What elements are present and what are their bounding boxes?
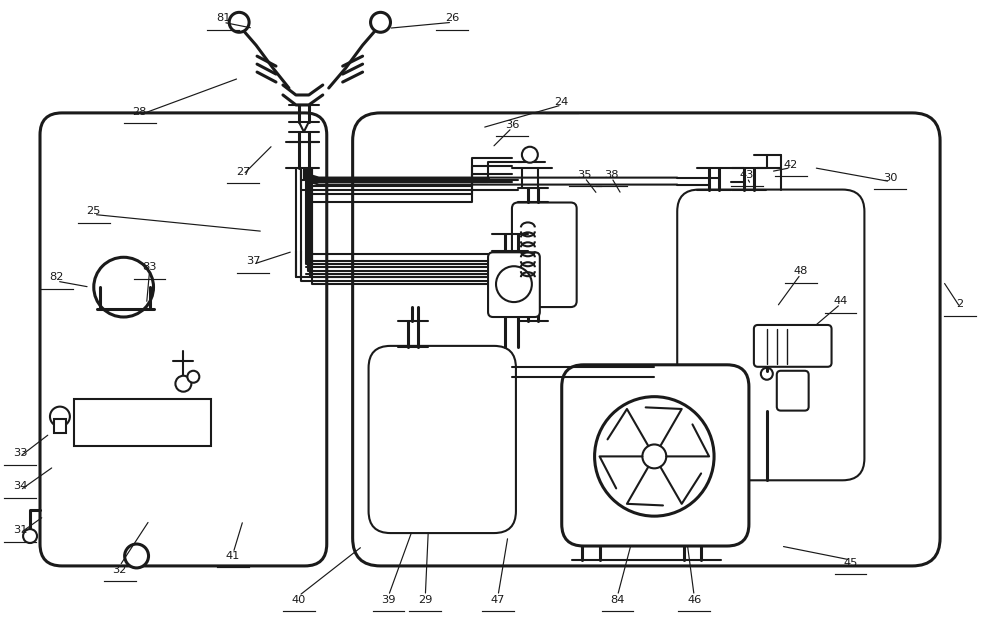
Text: 24: 24: [555, 97, 569, 107]
Text: 33: 33: [13, 449, 27, 458]
Text: 30: 30: [883, 173, 898, 183]
FancyBboxPatch shape: [777, 371, 809, 411]
Circle shape: [496, 266, 532, 302]
Text: 28: 28: [132, 107, 147, 117]
Text: 38: 38: [604, 169, 619, 180]
Text: 35: 35: [577, 169, 592, 180]
Text: 26: 26: [445, 13, 459, 23]
Text: 48: 48: [793, 266, 808, 276]
Text: 47: 47: [491, 595, 505, 604]
Circle shape: [522, 147, 538, 163]
Text: 37: 37: [246, 256, 260, 266]
Text: 31: 31: [13, 525, 27, 535]
Circle shape: [50, 406, 70, 427]
Text: 81: 81: [216, 13, 230, 23]
FancyBboxPatch shape: [754, 325, 832, 367]
Circle shape: [187, 371, 199, 383]
Circle shape: [371, 12, 390, 32]
Circle shape: [94, 258, 154, 317]
Circle shape: [229, 12, 249, 32]
Circle shape: [642, 445, 666, 468]
Text: 25: 25: [87, 206, 101, 217]
Bar: [54, 419, 66, 433]
Circle shape: [595, 397, 714, 516]
Text: 27: 27: [236, 167, 250, 176]
Circle shape: [125, 544, 149, 568]
Text: 36: 36: [505, 120, 519, 130]
FancyBboxPatch shape: [40, 113, 327, 566]
FancyBboxPatch shape: [512, 203, 577, 307]
Text: 44: 44: [833, 296, 848, 306]
Text: 2: 2: [956, 299, 964, 309]
Text: 43: 43: [740, 169, 754, 180]
FancyBboxPatch shape: [677, 190, 864, 481]
Circle shape: [175, 376, 191, 392]
Circle shape: [761, 368, 773, 380]
Text: 45: 45: [843, 558, 858, 568]
Text: 83: 83: [142, 262, 157, 272]
Text: 34: 34: [13, 481, 27, 491]
FancyBboxPatch shape: [562, 365, 749, 546]
Circle shape: [23, 529, 37, 543]
Text: 39: 39: [381, 595, 396, 604]
Text: 41: 41: [226, 551, 240, 561]
Text: 32: 32: [112, 565, 127, 575]
Text: 40: 40: [292, 595, 306, 604]
Text: 82: 82: [50, 272, 64, 282]
FancyBboxPatch shape: [488, 252, 540, 317]
Text: 46: 46: [687, 595, 701, 604]
FancyBboxPatch shape: [369, 346, 516, 533]
Bar: [74, 399, 211, 447]
FancyBboxPatch shape: [353, 113, 940, 566]
Text: 84: 84: [610, 595, 625, 604]
Text: 42: 42: [784, 160, 798, 170]
Text: 29: 29: [418, 595, 433, 604]
